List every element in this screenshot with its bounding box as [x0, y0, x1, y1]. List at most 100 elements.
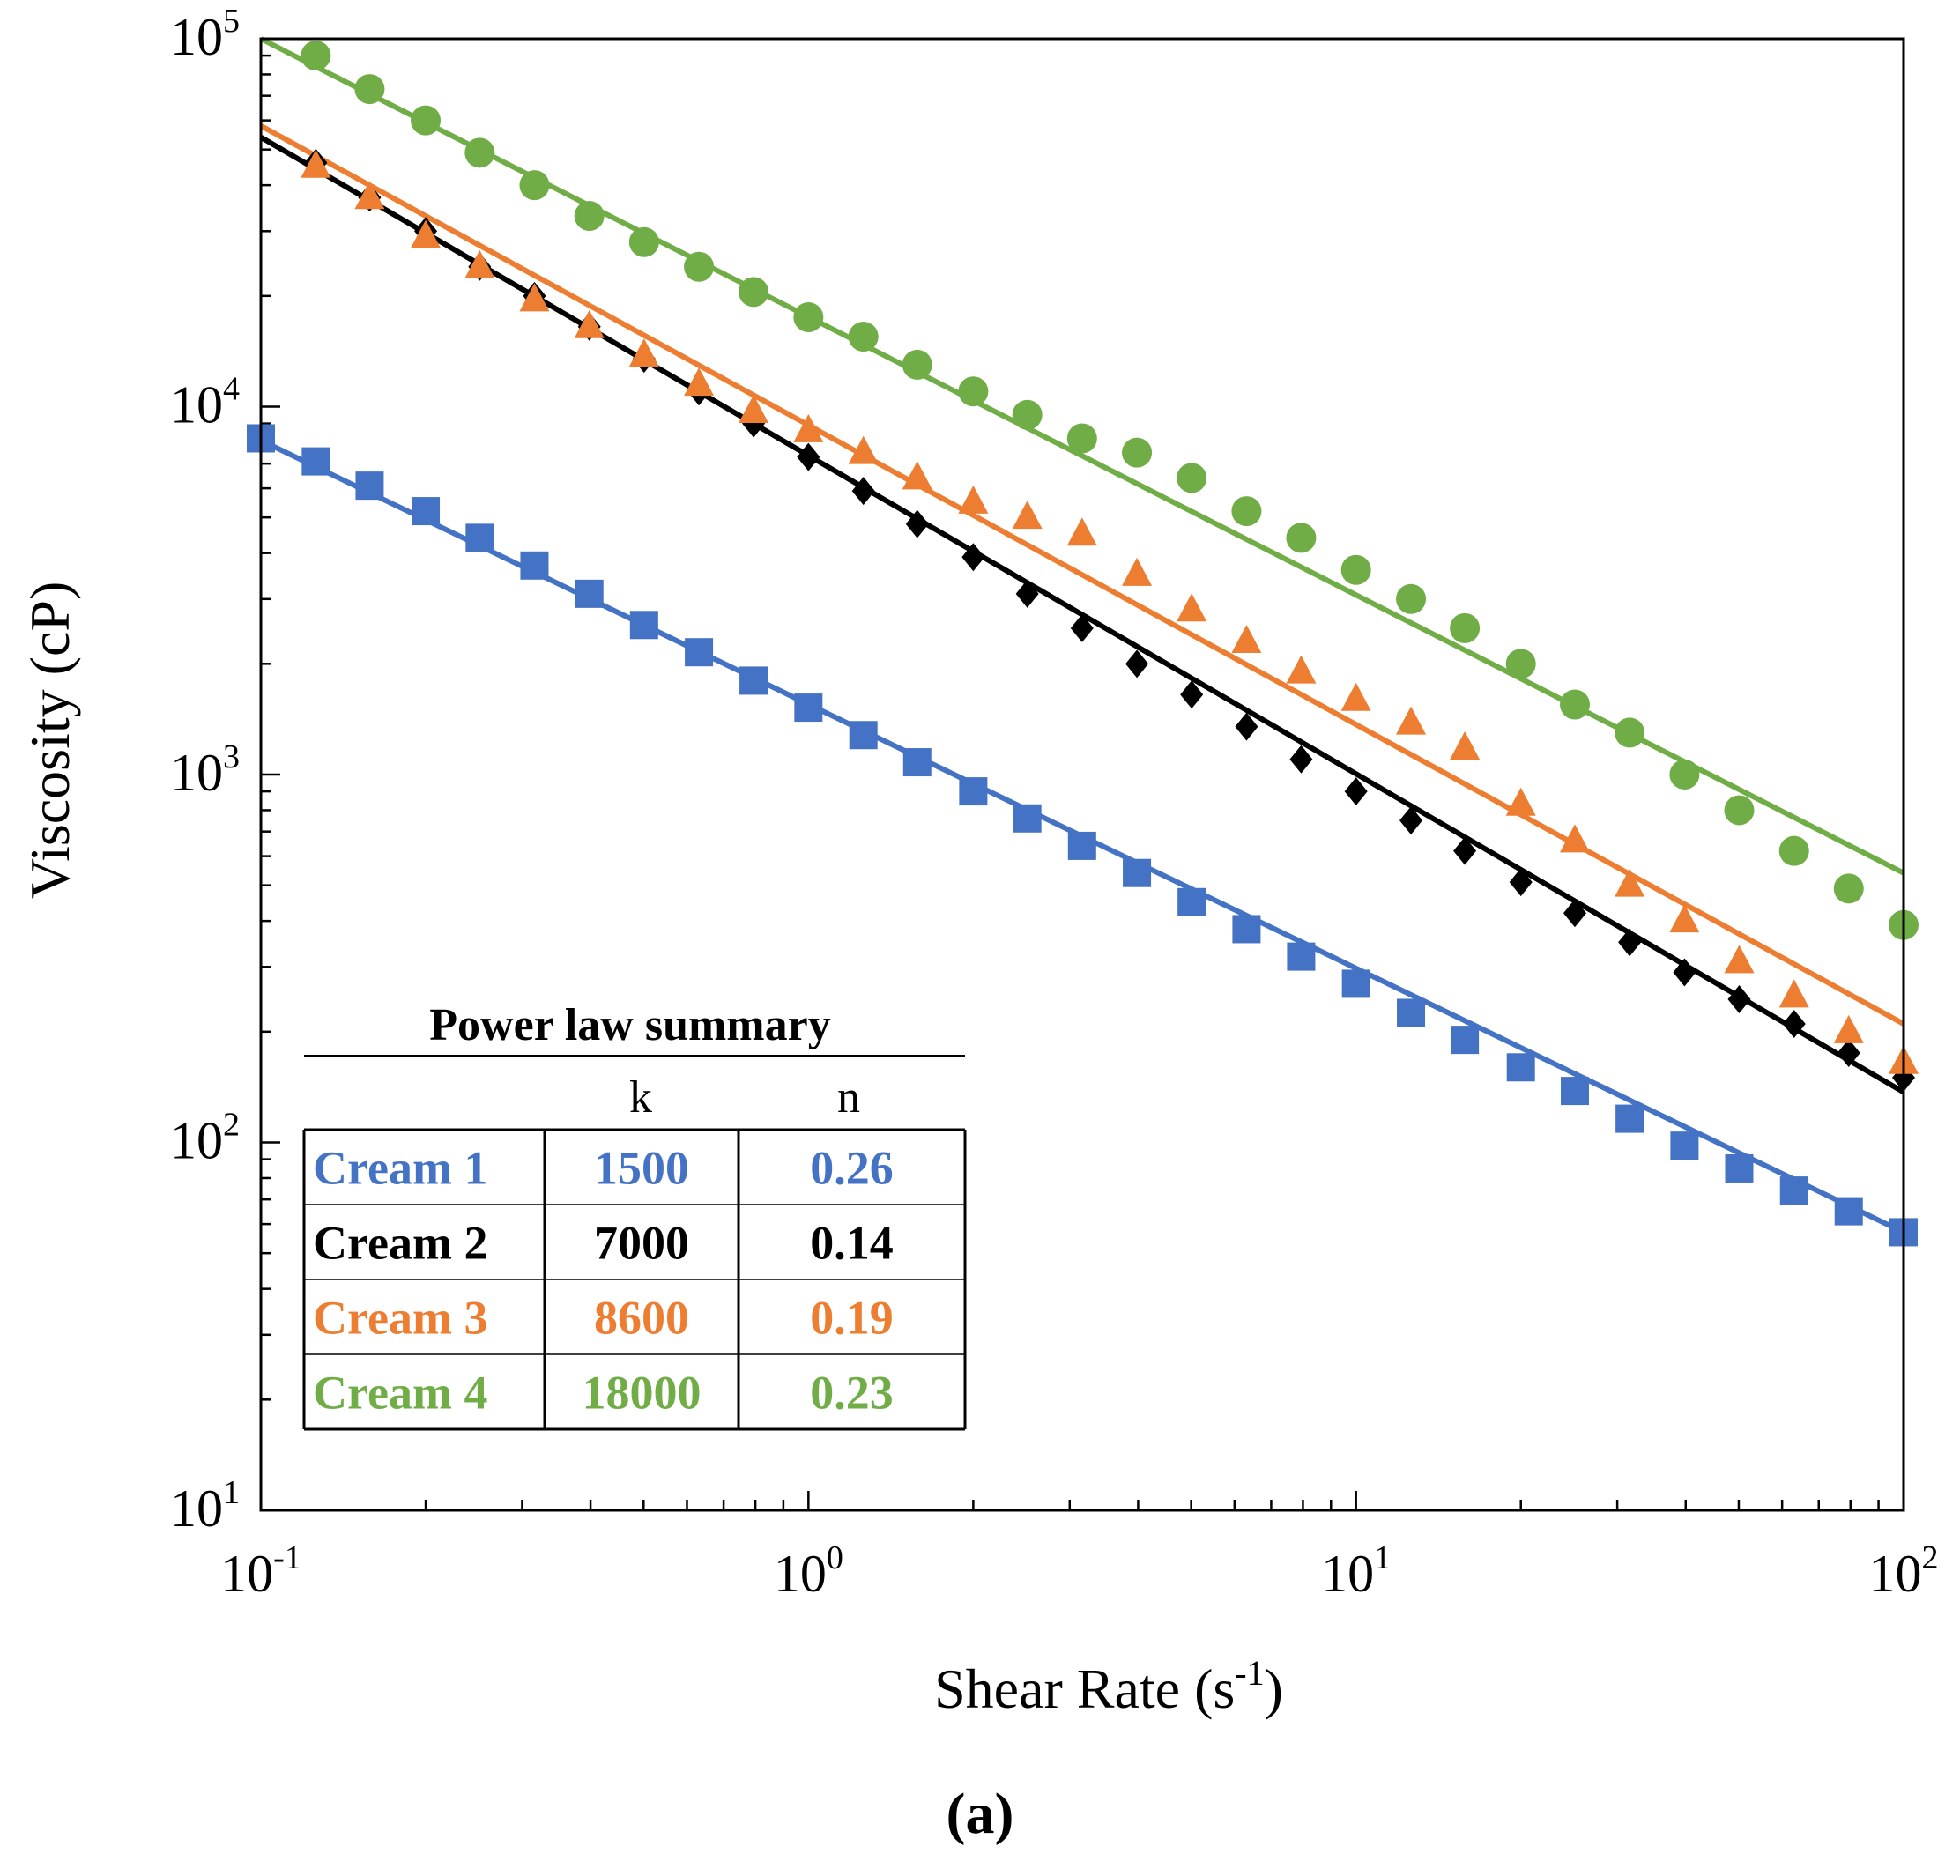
y-tick-base: 10 [170, 376, 223, 434]
legend-row-n: 0.19 [810, 1292, 894, 1345]
x-tick-label: 10-1 [220, 1539, 301, 1603]
data-point [354, 74, 385, 105]
data-point [905, 509, 929, 538]
data-point [519, 170, 550, 201]
data-point [1833, 1014, 1864, 1043]
data-point [574, 201, 605, 232]
data-point [1066, 517, 1097, 546]
data-point [739, 277, 769, 308]
data-point [412, 497, 441, 526]
x-tick-label: 100 [774, 1539, 843, 1603]
fit-line-cream-4 [259, 36, 1905, 876]
legend-row-k: 18000 [583, 1367, 702, 1420]
subfigure-label: (a) [947, 1782, 1014, 1846]
data-point [851, 477, 875, 506]
data-point [1563, 899, 1586, 928]
data-point [1505, 787, 1536, 816]
legend-row: Cream 3 8600 0.19 [313, 1292, 894, 1345]
data-point [1286, 523, 1317, 553]
data-point [1615, 868, 1645, 897]
data-point [411, 105, 442, 136]
data-point [684, 367, 715, 397]
data-point [1778, 979, 1809, 1008]
x-axis-label: Shear Rate (s-1) [934, 1653, 1283, 1720]
data-point [1397, 998, 1426, 1027]
data-point [1833, 873, 1864, 904]
x-tick-base: 10 [774, 1545, 827, 1603]
data-point [1340, 682, 1371, 711]
y-tick-label: 101 [170, 1474, 240, 1538]
data-point [1834, 1197, 1863, 1226]
data-point [1013, 804, 1042, 833]
data-point [411, 219, 442, 248]
plot-frame [259, 37, 1905, 1512]
fit-line-cream-3 [259, 123, 1905, 1027]
data-point [1506, 1053, 1535, 1082]
y-tick-base: 10 [170, 1112, 223, 1170]
data-point [1615, 717, 1645, 748]
legend-row-name: Cream 3 [313, 1292, 487, 1345]
data-point [1177, 593, 1207, 622]
legend-row-name: Cream 2 [313, 1217, 487, 1270]
data-point [301, 149, 331, 178]
data-point [902, 748, 932, 777]
data-point [797, 442, 820, 471]
x-tick-base: 10 [220, 1545, 273, 1603]
data-point [1344, 777, 1368, 806]
data-point [902, 349, 932, 380]
data-point [1066, 423, 1097, 454]
data-point [739, 666, 768, 695]
x-axis-label-exp: -1 [1235, 1653, 1264, 1693]
legend-row: Cream 1 1500 0.26 [313, 1142, 894, 1195]
y-tick-label: 104 [170, 371, 240, 434]
data-point [959, 777, 988, 806]
legend-table: Power law summary k n Cream 1 1500 0.26Cre… [302, 980, 967, 1431]
x-tick-exp: -1 [273, 1539, 301, 1576]
data-point [1289, 745, 1313, 774]
legend-row-name: Cream 4 [313, 1367, 487, 1420]
legend-row-k: 8600 [594, 1292, 689, 1345]
data-point [1125, 649, 1149, 678]
y-axis-label: Viscosity (cP) [19, 582, 81, 900]
y-tick-base: 10 [170, 8, 223, 66]
x-tick-exp: 0 [827, 1539, 843, 1576]
data-point [1070, 613, 1094, 642]
data-point [1618, 928, 1642, 957]
data-point [1450, 612, 1481, 643]
data-point [464, 249, 495, 278]
data-point [1837, 1039, 1860, 1068]
data-point [961, 543, 985, 572]
data-point [1724, 795, 1755, 826]
legend-row-k: 1500 [594, 1142, 689, 1195]
data-point [1559, 689, 1590, 720]
data-point [574, 309, 605, 338]
data-point [628, 338, 659, 367]
x-tick-base: 10 [1321, 1545, 1374, 1603]
x-axis-label-close: ) [1265, 1657, 1283, 1720]
data-point [1235, 712, 1258, 741]
data-point [1778, 835, 1809, 866]
data-point [355, 471, 384, 501]
data-point [628, 226, 659, 257]
legend-row: Cream 2 7000 0.14 [313, 1217, 894, 1270]
data-point [629, 611, 658, 640]
series-cream-2 [304, 148, 1915, 1092]
data-point [465, 523, 494, 552]
data-point [958, 485, 989, 514]
data-point [793, 302, 824, 333]
y-tick-exp: 5 [223, 3, 240, 40]
data-point [1727, 985, 1751, 1014]
data-point [1122, 437, 1153, 468]
series-cream-4 [301, 41, 1919, 940]
data-point [1232, 915, 1261, 944]
y-tick-label: 105 [170, 3, 240, 66]
data-point [1669, 760, 1700, 790]
y-tick-base: 10 [170, 744, 223, 802]
legend-row-n: 0.26 [810, 1142, 894, 1195]
data-point [794, 693, 823, 723]
data-point [1669, 904, 1700, 933]
data-point [793, 413, 824, 442]
data-point [1067, 831, 1096, 860]
x-tick-label: 101 [1321, 1539, 1391, 1603]
y-tick-exp: 3 [223, 738, 240, 775]
